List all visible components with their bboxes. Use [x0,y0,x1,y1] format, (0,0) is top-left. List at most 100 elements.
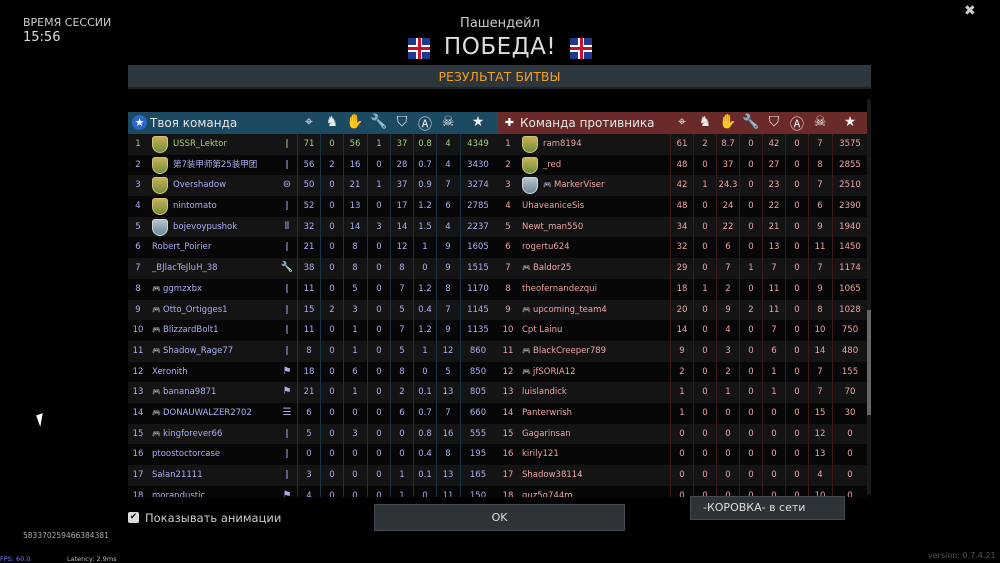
player-row[interactable]: 5 bojevoypushok ⦀ 32 0 14 3 14 1.5 4 2237 [128,216,498,238]
stat-circle-a: 0.9 [418,180,432,191]
ok-button[interactable]: OK [374,504,625,531]
stat-star: 0 [847,490,853,497]
stat-hand: 2 [725,283,731,294]
player-name: _BJlacTeJluH_38 [152,263,218,274]
stat-soldier: 0 [702,242,708,253]
player-row[interactable]: 6 rogertu624 32 0 6 0 13 0 11 1450 [498,237,867,259]
stat-soldier: 1 [702,180,708,191]
player-row[interactable]: 18 guz5g744m 0 0 0 0 0 0 10 0 [498,485,867,497]
stat-soldier: 0 [702,428,708,439]
stat-skull: 9 [817,283,823,294]
player-row[interactable]: 17 Shadow38114 0 0 0 0 0 0 4 0 [498,465,867,486]
player-name: UhaveaniceSis [522,201,585,212]
show-animations-label[interactable]: Показывать анимации [145,511,282,525]
player-row[interactable]: 9 🎮 upcoming_team4 20 0 9 2 11 0 8 1028 [498,299,867,321]
player-row[interactable]: 15 Gagarinsan 0 0 0 0 0 0 12 0 [498,423,867,445]
player-name: morandustic [152,490,206,497]
player-row[interactable]: 2 第7装甲师第25装甲团 ǀ 56 2 16 0 28 0.7 4 3430 [128,154,498,176]
player-row[interactable]: 5 Newt_man550 34 0 22 0 21 0 9 1940 [498,216,867,238]
stat-soldier: 0 [329,325,335,336]
player-row[interactable]: 13 🎮 banana9871 ⚑ 21 0 1 0 2 0.1 13 805 [128,382,498,403]
rifle-class-icon: ǀ [285,158,289,170]
stat-crosshair: 21 [303,387,315,398]
player-name: _red [543,159,562,170]
column-divider [343,134,344,497]
player-name: USSR_Lektor [173,139,227,149]
player-row[interactable]: 4 nintomato ǀ 52 0 13 0 17 1.2 6 2785 [128,196,498,217]
gamepad-icon: 🎮 [152,346,161,355]
player-row[interactable]: 10 Cpt Lainu 14 0 4 0 7 0 10 750 [498,320,867,341]
stat-hand: 5 [352,283,358,294]
player-row[interactable]: 8 🎮 ggmzxbx ǀ 11 0 5 0 7 1.2 8 1170 [128,278,498,300]
player-row[interactable]: 2 _red 48 0 37 0 27 0 8 2855 [498,154,867,176]
player-row[interactable]: 3 Overshadow ⊜ 50 0 21 1 37 0.9 7 3274 [128,175,498,197]
player-row[interactable]: 8 theofernandezqui 18 1 2 0 11 0 9 1065 [498,278,867,300]
stat-star: 1135 [467,325,489,336]
stat-crosshair: 2 [679,366,685,377]
stat-soldier: 0 [702,470,708,480]
player-row[interactable]: 7 _BJlacTeJluH_38 🔧 38 0 8 0 8 0 9 1515 [128,258,498,279]
stat-star: 660 [469,407,487,418]
player-row[interactable]: 16 kirily121 0 0 0 0 0 0 13 0 [498,444,867,465]
player-rank: 5 [505,221,511,232]
tank-class-icon: ⊜ [282,179,292,191]
player-row[interactable]: 1 USSR_Lektor ǀ 71 0 56 1 37 0.8 4 4349 [128,134,498,155]
rifle-class-icon: ǀ [285,324,289,336]
stat-soldier: 0 [702,325,708,336]
stat-shield-a: 8 [399,263,405,274]
player-row[interactable]: 10 🎮 BlizzardBolt1 ǀ 11 0 1 0 7 1.2 9 1135 [128,320,498,341]
close-icon[interactable]: ✖ [964,3,976,19]
player-row[interactable]: 12 🎮 jfSORIA12 2 0 2 0 1 0 7 155 [498,361,867,383]
stat-circle-a: 1.5 [418,221,432,232]
stat-circle-a: 0 [794,159,800,170]
show-animations-checkbox[interactable]: ✔ [128,512,139,523]
player-row[interactable]: 17 Salan21111 ǀ 3 0 0 0 1 0.1 13 165 [128,465,498,486]
rank-badge-icon [152,136,168,153]
stat-shield-a: 1 [771,387,777,398]
scrollbar-thumb[interactable] [867,310,871,415]
player-row[interactable]: 13 luislandick 1 0 1 0 1 0 7 70 [498,382,867,403]
stat-wrench: 0 [376,366,382,377]
stat-skull: 9 [445,325,451,336]
player-row[interactable]: 14 🎮 DONAUWALZER2702 ☰ 6 0 0 0 6 0.7 7 660 [128,402,498,424]
stat-skull: 13 [442,470,454,480]
stat-crosshair: 34 [676,221,688,232]
player-name: luislandick [522,387,567,398]
stat-skull: 16 [442,428,454,439]
battle-result-title: ПОБЕДА! [443,34,557,60]
stat-shield-a: 7 [399,325,405,336]
stat-wrench: 3 [376,221,382,232]
player-row[interactable]: 11 🎮 BlackCreeper789 9 0 3 0 6 0 14 480 [498,340,867,362]
scrollbar[interactable] [867,99,871,495]
stat-wrench: 0 [748,221,754,232]
stat-crosshair: 9 [679,345,685,356]
stat-skull: 11 [814,242,826,253]
player-row[interactable]: 7 🎮 Baldor25 29 0 7 1 7 0 7 1174 [498,258,867,279]
stat-soldier: 0 [702,263,708,274]
stat-soldier: 0 [329,449,335,460]
player-rank: 14 [502,407,514,418]
stat-shield-a: 0 [399,449,405,460]
stat-star: 2390 [839,201,861,212]
player-row[interactable]: 16 ptoostoctorcase ǀ 0 0 0 0 0 0.4 8 195 [128,444,498,465]
player-row[interactable]: 1 ram8194 61 2 8.7 0 42 0 7 3575 [498,134,867,155]
session-time-label: ВРЕМЯ СЕССИИ [23,16,112,29]
stat-shield-a: 0 [771,428,777,439]
player-row[interactable]: 4 UhaveaniceSis 48 0 24 0 22 0 6 2390 [498,196,867,217]
stat-shield-a: 6 [399,407,405,418]
player-row[interactable]: 18 morandustic ⚑ 4 0 0 0 1 0 11 150 [128,485,498,497]
player-row[interactable]: 6 Robert_Poirier ǀ 21 0 8 0 12 1 9 1605 [128,237,498,259]
column-divider [320,134,321,497]
rifle-class-icon: ǀ [285,138,289,149]
stat-crosshair: 48 [676,159,688,170]
player-name: kirily121 [522,449,559,460]
player-row[interactable]: 15 🎮 kingforever66 ǀ 5 0 3 0 0 0.8 16 555 [128,423,498,445]
player-row[interactable]: 11 🎮 Shadow_Rage77 ǀ 8 0 1 0 5 1 12 860 [128,340,498,362]
player-row[interactable]: 9 🎮 Otto_Ortigges1 ǀ 15 2 3 0 5 0.4 7 1145 [128,299,498,321]
player-row[interactable]: 3 🎮 MarkerViser 42 1 24.3 0 23 0 7 2510 [498,175,867,197]
stat-circle-a: 1.2 [418,201,432,212]
player-row[interactable]: 14 Panterwrish 1 0 0 0 0 0 15 30 [498,402,867,424]
stat-shield-a: 22 [768,201,780,212]
player-row[interactable]: 12 Xeronith ⚑ 18 0 6 0 8 0 5 850 [128,361,498,383]
stat-star: 1170 [467,283,489,294]
